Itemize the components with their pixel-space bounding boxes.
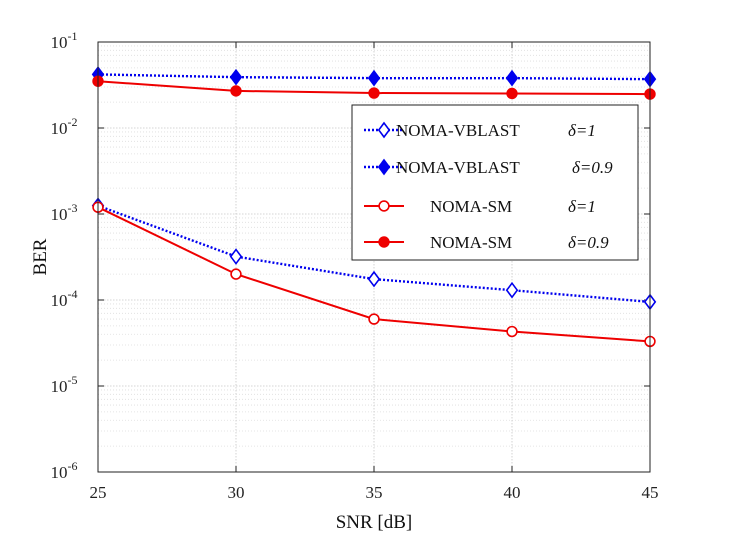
legend: NOMA-VBLAST δ=1 NOMA-VBLAST δ=0.9 NOMA-SM δ=1… xyxy=(351,104,639,261)
series-layer xyxy=(91,66,657,348)
data-point xyxy=(505,69,519,87)
data-point xyxy=(367,270,381,288)
data-point xyxy=(367,69,381,87)
series-3 xyxy=(92,201,656,348)
data-point xyxy=(506,87,518,100)
data-point xyxy=(506,325,518,338)
legend-delta: δ=0.9 xyxy=(568,233,609,252)
y-tick-label: 10-6 xyxy=(51,459,78,482)
series-2 xyxy=(91,66,657,88)
legend-marker xyxy=(377,158,391,176)
y-tick-label: 10-3 xyxy=(51,201,78,224)
legend-delta: δ=0.9 xyxy=(572,158,613,177)
x-tick-label: 40 xyxy=(504,483,521,502)
data-point xyxy=(230,85,242,97)
data-point xyxy=(368,87,380,99)
legend-marker xyxy=(378,236,390,248)
y-tick-label: 10-4 xyxy=(51,287,78,310)
legend-delta: δ=1 xyxy=(568,197,596,216)
legend-box xyxy=(351,104,639,261)
legend-marker xyxy=(378,200,390,212)
legend-label: NOMA-VBLAST xyxy=(396,121,520,140)
legend-entry: NOMA-SM δ=1 xyxy=(364,197,596,216)
x-axis-label: SNR [dB] xyxy=(336,512,413,533)
data-point xyxy=(505,281,519,299)
plot-frame xyxy=(97,41,651,473)
y-axis-label: BER xyxy=(30,238,51,275)
y-tick-label: 10-5 xyxy=(51,373,78,396)
legend-entry: NOMA-VBLAST δ=0.9 xyxy=(364,158,613,177)
legend-label: NOMA-SM xyxy=(430,197,512,216)
legend-entry: NOMA-VBLAST δ=1 xyxy=(364,121,596,140)
data-point xyxy=(229,248,243,265)
x-tick-label: 45 xyxy=(642,483,659,502)
legend-entry: NOMA-SM δ=0.9 xyxy=(364,233,609,252)
x-tick-label: 25 xyxy=(90,483,107,502)
y-tick-label: 10-2 xyxy=(51,115,78,138)
legend-marker xyxy=(377,121,391,139)
y-axis-ticks: 10-6 10-5 10-4 10-3 10-2 10-1 xyxy=(51,29,650,482)
data-point xyxy=(368,313,380,325)
legend-label: NOMA-SM xyxy=(430,233,512,252)
x-tick-label: 30 xyxy=(228,483,245,502)
data-point xyxy=(230,268,242,280)
legend-delta: δ=1 xyxy=(568,121,596,140)
data-point xyxy=(229,68,243,86)
y-tick-label: 10-1 xyxy=(51,29,78,52)
x-tick-label: 35 xyxy=(366,483,383,502)
legend-label: NOMA-VBLAST xyxy=(396,158,520,177)
